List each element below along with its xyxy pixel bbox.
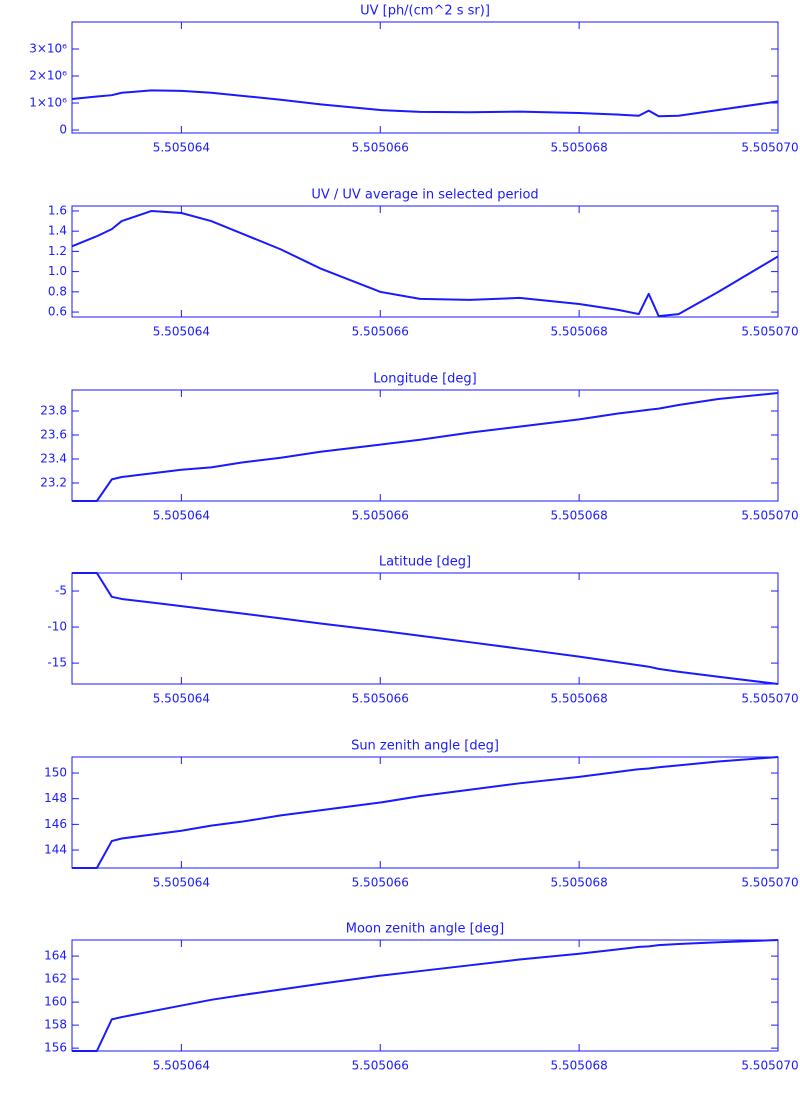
y-tick-label: 144 xyxy=(44,843,67,857)
y-tick-label: -5 xyxy=(55,584,67,598)
data-line xyxy=(72,756,779,869)
chart-title: Sun zenith angle [deg] xyxy=(351,739,499,754)
x-tick-label: 5.505068 xyxy=(550,692,607,706)
y-tick-label: 158 xyxy=(44,1018,67,1032)
plot-frame xyxy=(71,389,779,502)
x-tick-label: 5.505064 xyxy=(153,141,210,155)
x-tick-label: 5.505068 xyxy=(550,1059,607,1073)
y-tick-label: 0 xyxy=(59,123,67,137)
y-tick-label: 3×10⁶ xyxy=(29,42,67,56)
y-tick-label: 160 xyxy=(44,995,67,1009)
x-tick-label: 5.505064 xyxy=(153,876,210,890)
y-tick-label: 23.2 xyxy=(40,476,67,490)
chart-title: Moon zenith angle [deg] xyxy=(346,922,504,937)
plot-frame xyxy=(71,205,779,318)
y-tick-label: 162 xyxy=(44,972,67,986)
plot-frame xyxy=(71,572,779,685)
y-tick-label: 146 xyxy=(44,817,67,831)
chart-title: Latitude [deg] xyxy=(379,555,471,570)
x-tick-label: 5.505066 xyxy=(352,1059,409,1073)
x-tick-label: 5.505070 xyxy=(741,509,798,523)
data-line xyxy=(72,939,779,1052)
x-tick-label: 5.505066 xyxy=(352,692,409,706)
y-tick-label: 1.4 xyxy=(48,224,67,238)
x-tick-label: 5.505066 xyxy=(352,141,409,155)
y-tick-label: 0.8 xyxy=(48,284,67,298)
y-tick-label: 23.4 xyxy=(40,452,67,466)
x-tick-label: 5.505068 xyxy=(550,876,607,890)
x-tick-label: 5.505070 xyxy=(741,1059,798,1073)
x-tick-label: 5.505068 xyxy=(550,325,607,339)
y-tick-label: -10 xyxy=(47,620,67,634)
y-tick-label: -15 xyxy=(47,656,67,670)
plot-frame xyxy=(71,21,779,134)
y-tick-label: 2×10⁶ xyxy=(29,69,67,83)
x-tick-label: 5.505064 xyxy=(153,325,210,339)
y-tick-label: 23.6 xyxy=(40,428,67,442)
chart-title: Longitude [deg] xyxy=(373,372,476,387)
x-tick-label: 5.505066 xyxy=(352,876,409,890)
y-tick-label: 1.0 xyxy=(48,264,67,278)
y-tick-label: 1.2 xyxy=(48,244,67,258)
y-tick-label: 1.6 xyxy=(48,203,67,217)
y-tick-label: 23.8 xyxy=(40,404,67,418)
y-tick-label: 1×10⁶ xyxy=(29,96,67,110)
y-tick-label: 0.6 xyxy=(48,305,67,319)
x-tick-label: 5.505070 xyxy=(741,325,798,339)
x-tick-label: 5.505068 xyxy=(550,509,607,523)
x-tick-label: 5.505066 xyxy=(352,509,409,523)
data-line xyxy=(71,209,779,318)
chart-title: UV [ph/(cm^2 s sr)] xyxy=(360,4,490,19)
chart-title: UV / UV average in selected period xyxy=(311,188,538,203)
y-tick-label: 148 xyxy=(44,791,67,805)
data-line xyxy=(72,572,779,685)
x-tick-label: 5.505066 xyxy=(352,325,409,339)
data-line xyxy=(72,392,779,502)
y-tick-label: 150 xyxy=(44,766,67,780)
x-tick-label: 5.505064 xyxy=(153,1059,210,1073)
x-tick-label: 5.505064 xyxy=(153,509,210,523)
y-tick-label: 156 xyxy=(44,1041,67,1055)
x-tick-label: 5.505070 xyxy=(741,692,798,706)
x-tick-label: 5.505070 xyxy=(741,141,798,155)
plot-frame xyxy=(71,756,779,869)
x-tick-label: 5.505064 xyxy=(153,692,210,706)
y-tick-label: 164 xyxy=(44,949,67,963)
plot-frame xyxy=(71,939,779,1052)
x-tick-label: 5.505070 xyxy=(741,876,798,890)
data-line xyxy=(71,89,779,118)
x-tick-label: 5.505068 xyxy=(550,141,607,155)
